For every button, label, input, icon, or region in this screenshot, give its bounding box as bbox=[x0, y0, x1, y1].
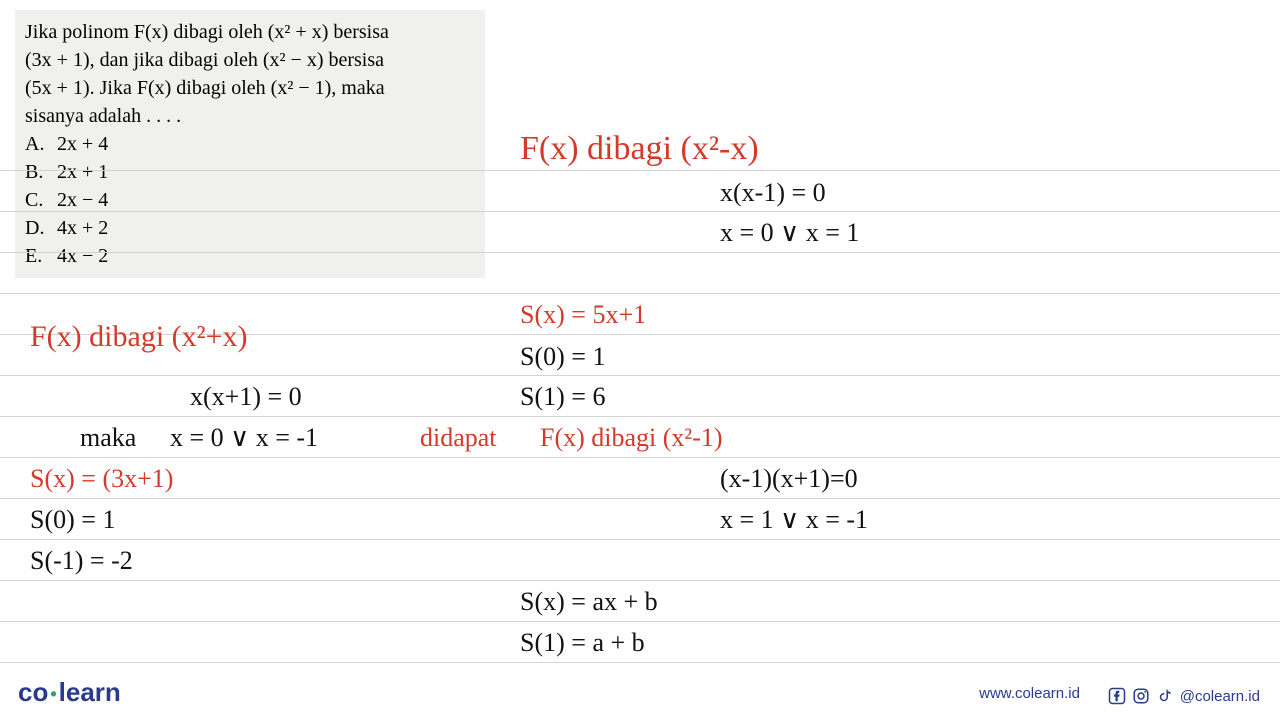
option-a: A.2x + 4 bbox=[25, 130, 475, 158]
problem-line: sisanya adalah . . . . bbox=[25, 102, 475, 130]
ruled-line bbox=[0, 457, 1280, 458]
logo-text-co: co bbox=[18, 677, 48, 707]
hw-left-header: F(x) dibagi (x²+x) bbox=[30, 320, 248, 354]
tiktok-icon bbox=[1156, 687, 1174, 705]
option-d: D.4x + 2 bbox=[25, 214, 475, 242]
problem-line: (3x + 1), dan jika dibagi oleh (x² − x) … bbox=[25, 46, 475, 74]
ruled-line bbox=[0, 580, 1280, 581]
facebook-icon bbox=[1108, 687, 1126, 705]
ruled-line bbox=[0, 621, 1280, 622]
hw-right-factor: x(x-1) = 0 bbox=[720, 178, 826, 208]
ruled-line bbox=[0, 170, 1280, 171]
instagram-icon bbox=[1132, 687, 1150, 705]
hw-part2-roots: x = 1 ∨ x = -1 bbox=[720, 505, 868, 535]
ruled-line bbox=[0, 416, 1280, 417]
hw-sx-ab: S(x) = ax + b bbox=[520, 587, 658, 617]
ruled-line bbox=[0, 539, 1280, 540]
footer-handle: @colearn.id bbox=[1180, 688, 1260, 705]
footer-url: www.colearn.id bbox=[979, 685, 1080, 702]
ruled-line bbox=[0, 293, 1280, 294]
hw-left-sx: S(x) = (3x+1) bbox=[30, 464, 173, 494]
hw-left-roots: x = 0 ∨ x = -1 bbox=[170, 423, 318, 453]
hw-right-header: F(x) dibagi (x²-x) bbox=[520, 130, 759, 168]
problem-line: (5x + 1). Jika F(x) dibagi oleh (x² − 1)… bbox=[25, 74, 475, 102]
hw-part2-factor: (x-1)(x+1)=0 bbox=[720, 464, 858, 494]
option-c: C.2x − 4 bbox=[25, 186, 475, 214]
option-e: E.4x − 2 bbox=[25, 242, 475, 270]
hw-right-s1: S(1) = 6 bbox=[520, 382, 605, 412]
hw-left-sm1: S(-1) = -2 bbox=[30, 546, 133, 576]
hw-left-factor: x(x+1) = 0 bbox=[190, 382, 302, 412]
problem-line: Jika polinom F(x) dibagi oleh (x² + x) b… bbox=[25, 18, 475, 46]
hw-right-sx: S(x) = 5x+1 bbox=[520, 300, 646, 330]
footer-social: @colearn.id bbox=[1108, 687, 1260, 705]
hw-right-s0: S(0) = 1 bbox=[520, 342, 605, 372]
logo-dot: • bbox=[48, 684, 58, 704]
hw-part2-header: F(x) dibagi (x²-1) bbox=[540, 423, 723, 453]
hw-left-s0: S(0) = 1 bbox=[30, 505, 115, 535]
option-b: B.2x + 1 bbox=[25, 158, 475, 186]
ruled-line bbox=[0, 375, 1280, 376]
hw-didapat: didapat bbox=[420, 423, 497, 453]
footer: co•learn www.colearn.id @colearn.id bbox=[0, 670, 1280, 710]
ruled-line bbox=[0, 498, 1280, 499]
ruled-line bbox=[0, 252, 1280, 253]
hw-right-roots: x = 0 ∨ x = 1 bbox=[720, 218, 859, 248]
ruled-line bbox=[0, 662, 1280, 663]
hw-left-maka: maka bbox=[80, 423, 136, 453]
problem-statement: Jika polinom F(x) dibagi oleh (x² + x) b… bbox=[15, 10, 485, 278]
logo: co•learn bbox=[18, 677, 121, 708]
ruled-line bbox=[0, 211, 1280, 212]
logo-text-learn: learn bbox=[59, 677, 121, 707]
hw-s1-ab: S(1) = a + b bbox=[520, 628, 645, 658]
